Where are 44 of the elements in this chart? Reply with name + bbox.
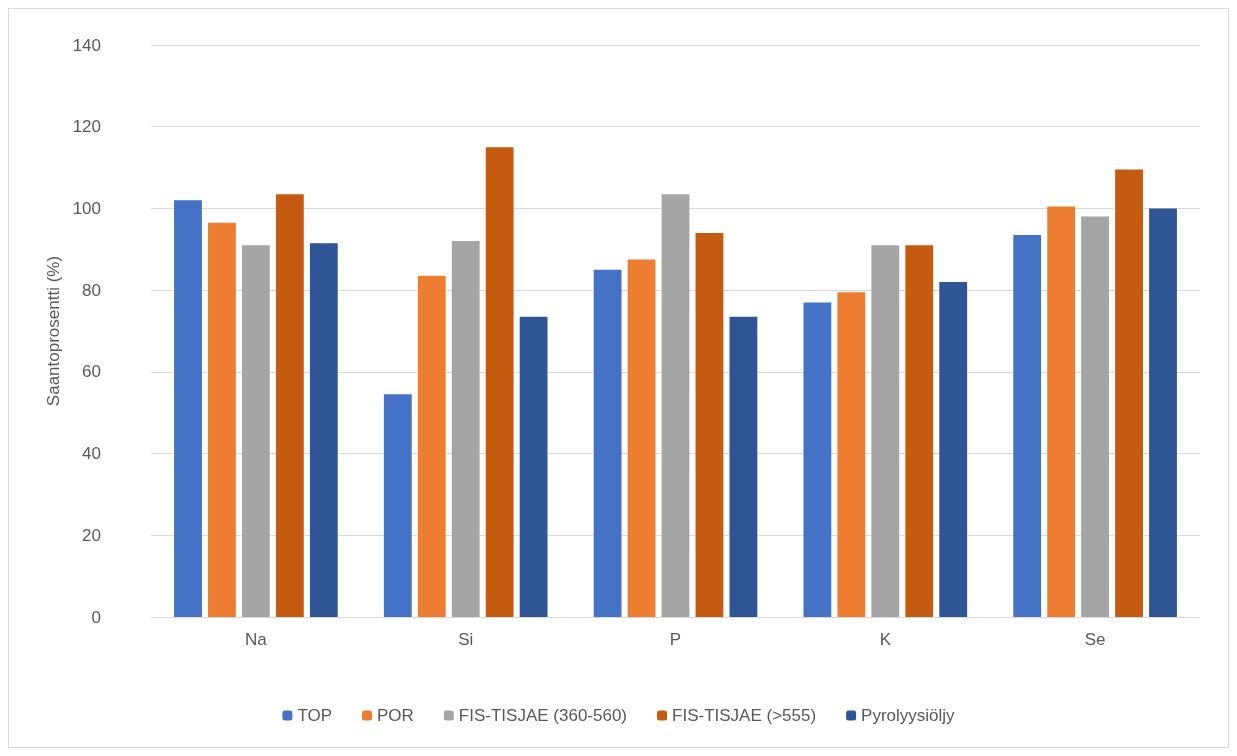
bar <box>485 147 514 617</box>
bar <box>174 200 202 617</box>
bar <box>241 245 270 617</box>
bar <box>275 194 304 617</box>
x-tick-label: Se <box>1084 630 1106 649</box>
bar <box>627 259 656 617</box>
bar <box>803 302 832 617</box>
legend-label: Pyrolyysiöljy <box>861 706 956 725</box>
bar <box>417 275 446 617</box>
y-axis-title: Saantoprosentti (%) <box>43 255 63 407</box>
y-tick-label: 140 <box>72 35 101 55</box>
legend-label: FIS-TISJAE (360-560) <box>458 706 628 725</box>
bar <box>593 269 622 617</box>
bar <box>1115 169 1143 617</box>
legend-label: POR <box>377 706 414 725</box>
bar <box>309 243 338 617</box>
bar <box>451 241 480 617</box>
bar <box>1081 216 1110 617</box>
x-tick-label: P <box>669 630 682 649</box>
bar <box>939 281 968 617</box>
bar <box>1013 234 1042 617</box>
bar <box>695 232 724 617</box>
x-tick-label: K <box>879 630 892 649</box>
legend-label: FIS-TISJAE (>555) <box>672 706 817 725</box>
y-tick-label: 40 <box>82 444 101 464</box>
y-tick-label: 60 <box>82 362 101 382</box>
bar <box>905 245 934 617</box>
legend-label: TOP <box>297 706 333 725</box>
y-tick-label: 80 <box>82 280 101 300</box>
y-tick-label: 20 <box>82 525 101 545</box>
y-tick-label: 100 <box>72 198 101 218</box>
bar <box>837 292 866 617</box>
x-tick-label: Si <box>458 630 474 649</box>
y-tick-label: 0 <box>91 607 101 627</box>
bar <box>661 194 690 617</box>
y-tick-label: 120 <box>72 117 101 137</box>
x-tick-label: Na <box>245 630 268 649</box>
bar <box>1149 208 1177 617</box>
bar <box>208 222 236 617</box>
bar <box>519 316 548 617</box>
bar <box>729 316 758 617</box>
bar <box>871 245 900 617</box>
bar <box>1047 206 1076 617</box>
bar <box>383 394 412 617</box>
